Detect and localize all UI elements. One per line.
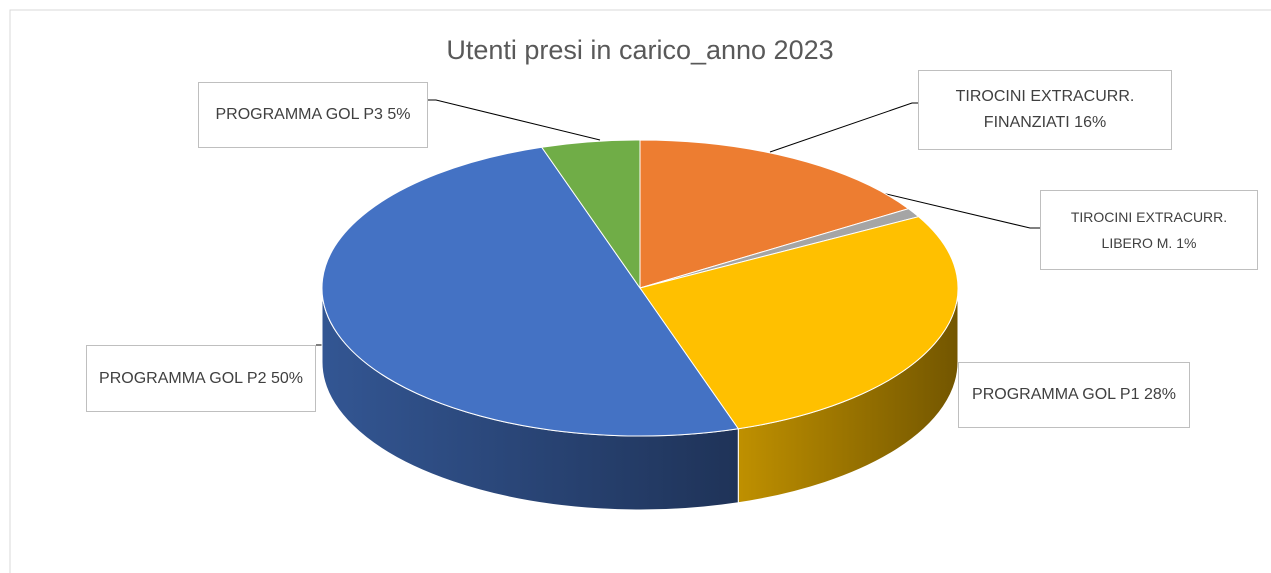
data-label: PROGRAMMA GOL P3 5%: [198, 82, 428, 148]
value-label: 28%: [1143, 386, 1176, 403]
data-label: TIROCINI EXTRACURR. FINANZIATI 16%: [918, 70, 1172, 150]
data-label-text: PROGRAMMA GOL P2 50%: [95, 366, 307, 392]
category-label: TIROCINI EXTRACURR. FINANZIATI: [955, 88, 1135, 131]
value-label: 5%: [387, 106, 411, 123]
slice: [639, 216, 959, 430]
data-label-text: PROGRAMMA GOL P3 5%: [207, 102, 419, 128]
category-label: TIROCINI EXTRACURR. LIBERO M.: [1070, 209, 1228, 251]
data-label-text: TIROCINI EXTRACURR. LIBERO M. 1%: [1049, 204, 1249, 256]
slice: [322, 146, 740, 437]
slice: [639, 139, 910, 289]
leader-line: [428, 99, 601, 141]
value-label: 16%: [1074, 114, 1107, 131]
category-label: PROGRAMMA GOL P1: [972, 386, 1140, 403]
value-label: 1%: [1176, 235, 1197, 251]
leader-line: [881, 192, 1040, 229]
chart-title: Utenti presi in carico_anno 2023: [446, 35, 833, 65]
category-label: PROGRAMMA GOL P3: [215, 106, 383, 123]
pie: [321, 139, 959, 511]
category-label: PROGRAMMA GOL P2: [99, 369, 267, 387]
data-label: PROGRAMMA GOL P2 50%: [86, 345, 316, 412]
data-label-text: TIROCINI EXTRACURR. FINANZIATI 16%: [927, 84, 1163, 136]
leader-line: [769, 102, 918, 153]
data-label-text: PROGRAMMA GOL P1 28%: [967, 382, 1181, 408]
data-label: PROGRAMMA GOL P1 28%: [958, 362, 1190, 428]
slice: [540, 139, 641, 290]
value-label: 50%: [270, 369, 303, 387]
data-label: TIROCINI EXTRACURR. LIBERO M. 1%: [1040, 190, 1258, 270]
